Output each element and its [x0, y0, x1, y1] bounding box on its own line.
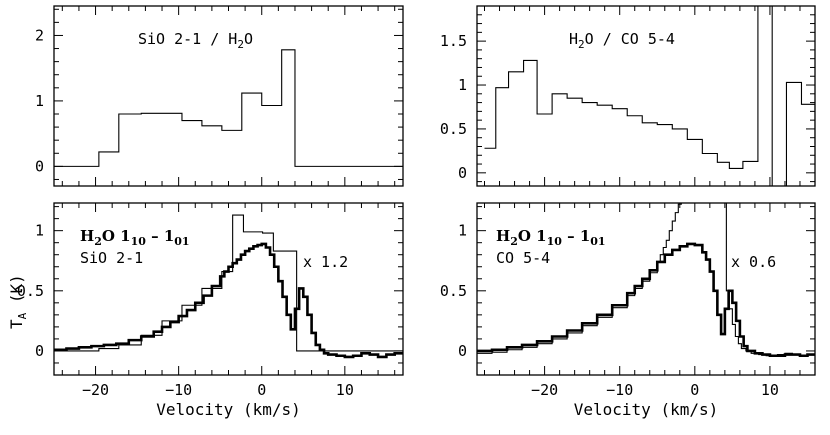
scale-factor-label: x 0.6 — [731, 253, 776, 271]
x-tick-label: 10 — [761, 381, 779, 399]
x-tick-label: −10 — [606, 381, 633, 399]
y-tick-label: 2 — [35, 26, 44, 44]
y-tick-label: 0 — [458, 164, 467, 182]
y-tick-label: 1 — [35, 222, 44, 240]
y-tick-label: 1 — [458, 76, 467, 94]
series-line — [54, 242, 403, 359]
plot-frame — [476, 202, 816, 376]
panel-label: SiO 2-1 / H2O — [138, 30, 253, 51]
panel-label: H2O / CO 5-4 — [569, 30, 675, 51]
x-tick-label: 10 — [336, 381, 354, 399]
x-tick-label: −20 — [531, 381, 558, 399]
y-tick-label: 0 — [458, 342, 467, 360]
transition-label: H2O 110 – 101 — [80, 227, 190, 248]
y-tick-label: 0.5 — [17, 282, 44, 300]
x-axis-label: Velocity (km/s) — [574, 400, 719, 419]
comparison-line-label: CO 5-4 — [496, 249, 550, 267]
x-axis-label: Velocity (km/s) — [156, 400, 301, 419]
series-line — [54, 214, 403, 353]
scale-factor-label: x 1.2 — [303, 253, 348, 271]
plot-frame — [476, 5, 816, 187]
x-tick-label: −10 — [165, 381, 192, 399]
transition-label: H2O 110 – 101 — [496, 227, 606, 248]
y-tick-label: 1.5 — [440, 32, 467, 50]
x-tick-label: 0 — [690, 381, 699, 399]
y-tick-label: 1 — [35, 92, 44, 110]
x-tick-label: 0 — [257, 381, 266, 399]
panel-top-left: 0 1 2 SiO 2-1 / H2O — [35, 5, 404, 187]
x-tick-label: −20 — [82, 381, 109, 399]
comparison-line-label: SiO 2-1 — [80, 249, 143, 267]
y-tick-label: 0.5 — [440, 120, 467, 138]
series-line — [477, 203, 815, 357]
y-tick-label: 1 — [458, 222, 467, 240]
y-tick-label: 0 — [35, 157, 44, 175]
y-tick-label: 0.5 — [440, 282, 467, 300]
y-axis-label: TA (K) — [7, 274, 29, 329]
panel-top-right: 0 0.5 1 1.5 H2O / CO 5-4 — [440, 5, 816, 187]
series-line — [54, 49, 403, 167]
y-tick-label: 0 — [35, 342, 44, 360]
series-line — [484, 6, 815, 186]
